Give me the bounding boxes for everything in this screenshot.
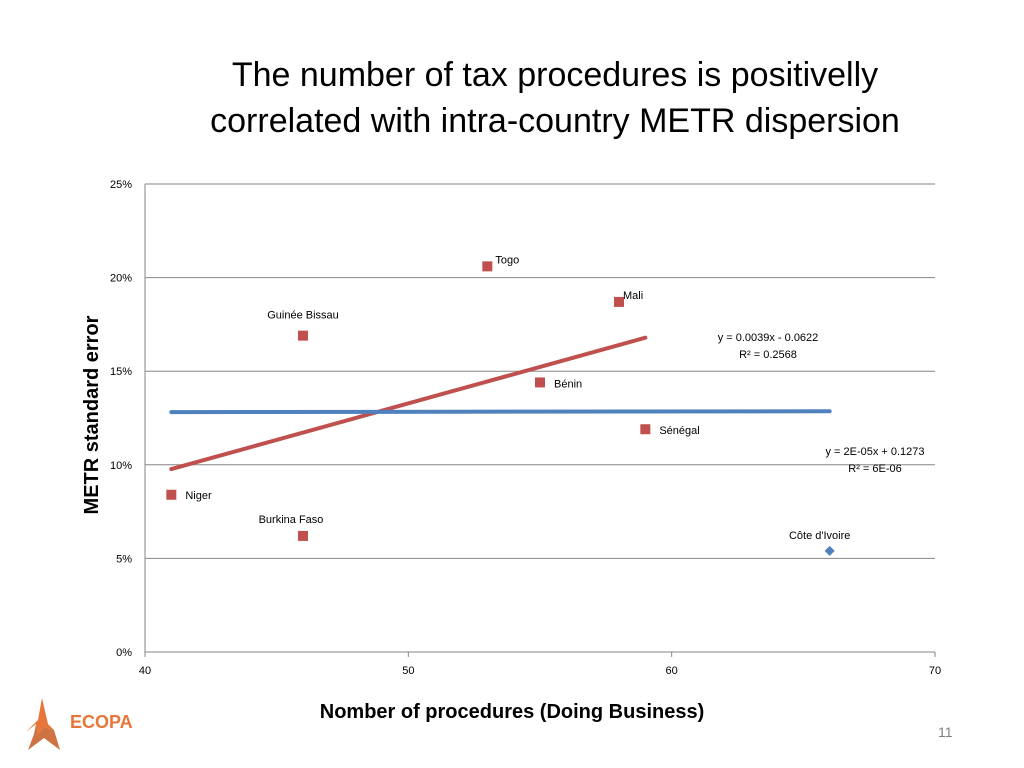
data-point-square [535, 377, 545, 388]
x-tick-label: 40 [139, 665, 151, 677]
point-labels: Niger Guinée Bissau Burkina Faso Togo Bénin M… [185, 254, 850, 542]
slide-title-line-1: The number of tax procedures is positive… [231, 56, 879, 94]
point-label: Côte d'Ivoire [789, 530, 850, 542]
point-label: Sénégal [659, 425, 699, 437]
red-trend-r2: R² = 0.2568 [739, 349, 797, 361]
logo-mark-icon [26, 698, 54, 734]
x-tick-label: 50 [402, 665, 414, 677]
data-point-diamond [824, 545, 835, 556]
blue-trendline [169, 409, 832, 415]
data-point-square [298, 330, 308, 341]
x-tick-labels: 40 50 60 70 [139, 652, 941, 677]
point-label: Togo [495, 254, 519, 266]
red-trendline [169, 335, 648, 472]
y-tick-label: 20% [110, 273, 132, 285]
data-point-square [166, 489, 177, 500]
slide-title: The number of tax procedures is positive… [110, 52, 1000, 144]
y-axis-title: METR standard error [81, 315, 103, 514]
data-point-square [640, 424, 651, 435]
y-tick-label: 25% [110, 179, 132, 191]
data-point-square [298, 530, 308, 541]
data-point-square [614, 296, 624, 307]
trendline-equations: y = 0.0039x - 0.0622 R² = 0.2568 y = 2E-… [718, 332, 925, 475]
data-point-square [482, 261, 493, 272]
data-points [166, 261, 835, 556]
point-label: Burkina Faso [259, 514, 324, 526]
y-tick-label: 10% [110, 460, 132, 472]
blue-trend-equation: y = 2E-05x + 0.1273 [825, 446, 924, 458]
red-trend-equation: y = 0.0039x - 0.0622 [718, 332, 819, 344]
x-tick-label: 70 [929, 665, 941, 677]
y-tick-label: 15% [110, 366, 132, 378]
point-label: Bénin [554, 378, 582, 390]
page-number: 11 [938, 724, 953, 740]
trendlines [169, 335, 832, 472]
logo-text: ECOPA [70, 712, 133, 732]
logo-mark-shadow-icon [28, 724, 60, 750]
point-label: Niger [185, 490, 212, 502]
point-label: Guinée Bissau [267, 310, 339, 322]
y-tick-label: 0% [116, 647, 132, 659]
point-label: Mali [623, 290, 643, 302]
y-tick-label: 5% [116, 553, 132, 565]
slide-title-line-2: correlated with intra-country METR dispe… [210, 102, 900, 140]
x-axis-title: Nomber of procedures (Doing Business) [320, 701, 705, 723]
y-tick-labels: 0% 5% 10% 15% 20% 25% [110, 179, 132, 659]
blue-trend-r2: R² = 6E-06 [848, 463, 902, 475]
ecopa-logo: ECOPA [26, 698, 133, 750]
x-tick-label: 60 [666, 665, 678, 677]
gridlines [145, 183, 935, 559]
